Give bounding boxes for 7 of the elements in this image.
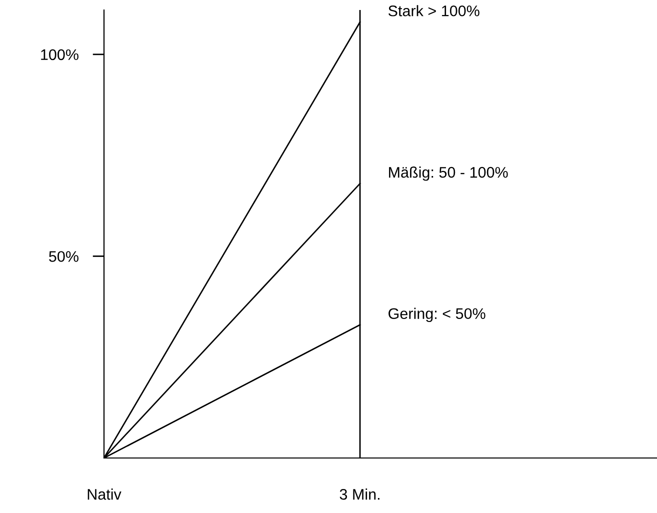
- series-label: Mäßig: 50 - 100%: [389, 166, 508, 181]
- y-tick-label: 100%: [41, 49, 78, 60]
- x-tick-label: Nativ: [88, 488, 122, 500]
- series-label: Stark > 100%: [388, 5, 480, 16]
- x-tick-label: 3 Min.: [340, 488, 380, 500]
- series-label: Gering: < 50%: [388, 308, 486, 322]
- y-tick-label: 50%: [49, 251, 78, 262]
